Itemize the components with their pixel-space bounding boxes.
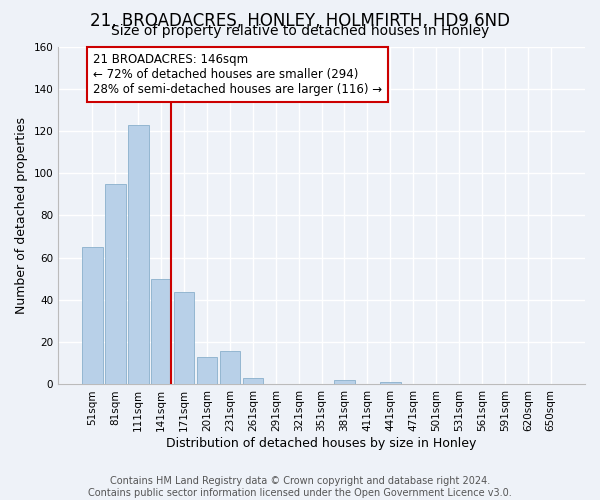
- Y-axis label: Number of detached properties: Number of detached properties: [15, 117, 28, 314]
- Bar: [197, 357, 217, 384]
- Text: Contains HM Land Registry data © Crown copyright and database right 2024.
Contai: Contains HM Land Registry data © Crown c…: [88, 476, 512, 498]
- Bar: [334, 380, 355, 384]
- Bar: [220, 350, 240, 384]
- Bar: [151, 279, 172, 384]
- Bar: [82, 247, 103, 384]
- Bar: [128, 124, 149, 384]
- Bar: [105, 184, 125, 384]
- Text: Size of property relative to detached houses in Honley: Size of property relative to detached ho…: [111, 24, 489, 38]
- Text: 21, BROADACRES, HONLEY, HOLMFIRTH, HD9 6ND: 21, BROADACRES, HONLEY, HOLMFIRTH, HD9 6…: [90, 12, 510, 30]
- X-axis label: Distribution of detached houses by size in Honley: Distribution of detached houses by size …: [166, 437, 477, 450]
- Bar: [380, 382, 401, 384]
- Bar: [174, 292, 194, 384]
- Text: 21 BROADACRES: 146sqm
← 72% of detached houses are smaller (294)
28% of semi-det: 21 BROADACRES: 146sqm ← 72% of detached …: [92, 53, 382, 96]
- Bar: [242, 378, 263, 384]
